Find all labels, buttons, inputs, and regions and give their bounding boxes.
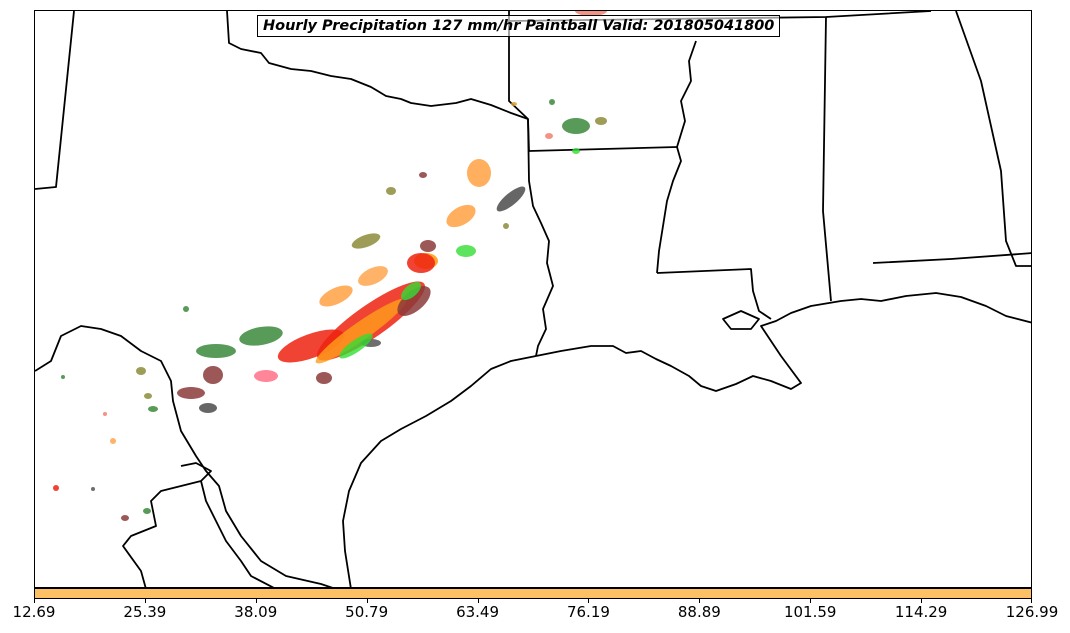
precip-cell-salmon [575,11,607,16]
precip-cell-orange [467,159,491,187]
mx-state-line-2 [200,480,275,587]
precip-cell-olive [503,223,509,229]
colorbar-tick-label: 88.89 [677,603,721,621]
colorbar-tick-label: 126.99 [1005,603,1059,621]
precip-cell-grey [496,186,526,212]
colorbar-tick-label: 76.19 [566,603,610,621]
precip-cell-orange [319,285,353,307]
colorbar-tick-label: 12.69 [12,603,56,621]
precip-cell-olive [144,393,152,399]
precip-cell-orange [110,438,116,444]
precip-cell-salmon [103,412,107,416]
precip-cell-salmon [545,133,553,139]
colorbar-tick-label: 38.09 [234,603,278,621]
precip-cell-bright-green [456,245,476,257]
precip-cell-green [61,375,65,379]
nm-border [35,11,75,190]
precip-cell-bright-green [572,148,580,154]
la-ms-border [656,268,772,320]
la-coast [535,292,1031,392]
precip-cell-brown [177,387,205,399]
precip-cell-olive [136,367,146,375]
precip-cell-red [277,329,345,363]
rio-grande [35,325,333,587]
ms-al-border [822,16,832,302]
colorbar-tick-label: 50.79 [345,603,389,621]
tx-la-border [527,118,554,357]
precip-cell-red [53,485,59,491]
precipitation-layer [53,11,607,521]
colorbar-tick [1031,599,1032,603]
colorbar-tick [144,599,146,603]
precip-cell-green [549,99,555,105]
precip-cell-grey [199,403,217,413]
colorbar-tick [699,599,701,603]
map-title: Hourly Precipitation 127 mm/hr Paintball… [257,15,781,37]
colorbar-tick [810,599,812,603]
precip-cell-bright-green [339,333,373,359]
precip-cell-brown [316,372,332,384]
map-frame[interactable] [34,10,1032,588]
boundary-lines [35,11,1031,587]
colorbar-tick [366,599,368,603]
colorbar-tick [921,599,923,603]
precip-cell-bright-green [401,282,421,300]
precip-cell-green [148,406,158,412]
precip-cell-brown [121,515,129,521]
colorbar-tick-label: 25.39 [123,603,167,621]
tx-coast [342,355,537,587]
precip-cell-red [407,253,435,273]
precip-cell-dark-green [562,118,590,134]
precip-cell-orange-core [315,298,407,364]
colorbar-tick-label: 101.59 [783,603,837,621]
mx-state-line [122,462,212,587]
precip-cell-dark-green [196,344,236,358]
precip-cell-dark-green [239,326,283,346]
precip-cell-brown [420,240,436,252]
precip-cell-green [183,306,189,312]
precip-cell-brown [397,286,431,316]
colorbar [34,588,1032,599]
al-fl-border [872,252,1031,264]
precip-cell-orange [358,266,388,286]
precip-cell-olive [351,233,381,249]
colorbar-tick [255,599,257,603]
colorbar-tick-label: 114.29 [894,603,948,621]
map-canvas[interactable] [35,11,1032,588]
precip-cell-olive [386,187,396,195]
colorbar-tick-label: 63.49 [456,603,500,621]
precip-cell-olive [511,102,517,106]
precip-cell-green [143,508,151,514]
precip-cell-orange [446,204,476,228]
precip-cell-brown [203,366,223,384]
precip-cell-pink [254,370,278,382]
mississippi-river [656,40,697,274]
colorbar-tick [34,599,35,603]
precip-cell-olive [595,117,607,125]
lake-pontchartrain [722,310,760,330]
colorbar-tick [588,599,590,603]
colorbar-tick [477,599,479,603]
red-river-border [226,11,529,120]
precip-cell-grey [91,487,95,491]
precip-cell-brown [419,172,427,178]
al-ga-border [955,11,1031,267]
